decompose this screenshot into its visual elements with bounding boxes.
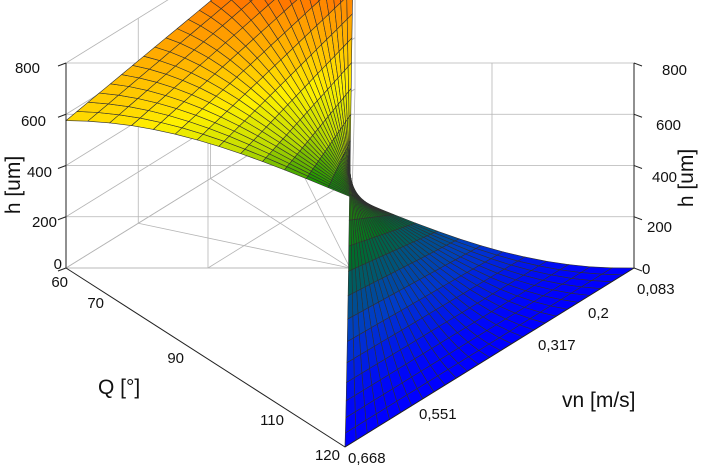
surface-cell bbox=[348, 193, 352, 221]
z-tick-right-200: 200 bbox=[647, 219, 672, 236]
z-tick-left-400: 400 bbox=[27, 164, 52, 181]
z-tick-mark-left bbox=[57, 267, 67, 272]
z-tick-mark-left bbox=[57, 165, 67, 169]
surface-cell bbox=[348, 87, 352, 118]
q-tick-70: 70 bbox=[87, 295, 104, 312]
surface-cell bbox=[347, 269, 353, 297]
z-tick-left-0: 0 bbox=[54, 256, 62, 273]
q-tick-120: 120 bbox=[315, 447, 340, 464]
z-tick-mark-right bbox=[633, 216, 643, 221]
q-tick-110: 110 bbox=[260, 412, 284, 429]
z-tick-left-600: 600 bbox=[21, 113, 46, 130]
vn-tick-0317: 0,317 bbox=[538, 337, 576, 354]
z-tick-left-800: 800 bbox=[15, 60, 40, 77]
vn-axis-line bbox=[344, 267, 635, 448]
z-tick-mark-right bbox=[633, 165, 643, 169]
z-tick-mark-left bbox=[57, 216, 67, 221]
q-tick-90: 90 bbox=[167, 350, 184, 367]
z-tick-mark-right bbox=[633, 62, 643, 67]
q-axis-title: Q [°] bbox=[98, 376, 140, 399]
vn-tick-0668: 0,668 bbox=[348, 450, 386, 467]
surface-cell bbox=[348, 219, 352, 247]
surface-cell bbox=[346, 315, 354, 343]
z-axis-title-right: h [um] bbox=[675, 149, 698, 207]
vn-tick-0083: 0,083 bbox=[637, 281, 675, 298]
z-tick-right-800: 800 bbox=[662, 62, 687, 79]
surface-cell bbox=[352, 313, 360, 339]
surface-mesh bbox=[65, 0, 636, 448]
surface-cell bbox=[347, 293, 354, 320]
z-tick-right-0: 0 bbox=[642, 261, 650, 278]
surface-cell bbox=[347, 62, 352, 93]
z-tick-mark-left bbox=[57, 62, 67, 67]
q-axis-line bbox=[65, 267, 346, 448]
surface-cell bbox=[347, 37, 353, 68]
z-tick-mark-right bbox=[633, 113, 643, 118]
z-tick-right-400: 400 bbox=[652, 169, 677, 186]
z-axis-title-left: h [um] bbox=[2, 156, 25, 214]
z-tick-left-200: 200 bbox=[32, 214, 57, 231]
surface-cell bbox=[348, 244, 353, 272]
q-tick-60: 60 bbox=[51, 274, 68, 291]
vn-axis-title: vn [m/s] bbox=[562, 389, 636, 412]
z-tick-mark-right bbox=[633, 267, 643, 272]
z-tick-right-600: 600 bbox=[656, 117, 681, 134]
z-tick-mark-left bbox=[57, 113, 67, 118]
left-wall-gridline bbox=[65, 0, 169, 64]
surface-cell bbox=[348, 113, 352, 143]
vn-tick-0551: 0,551 bbox=[419, 406, 457, 423]
surface-cell bbox=[349, 140, 351, 169]
vn-tick-02: 0,2 bbox=[588, 305, 609, 322]
front-axes bbox=[57, 62, 643, 448]
